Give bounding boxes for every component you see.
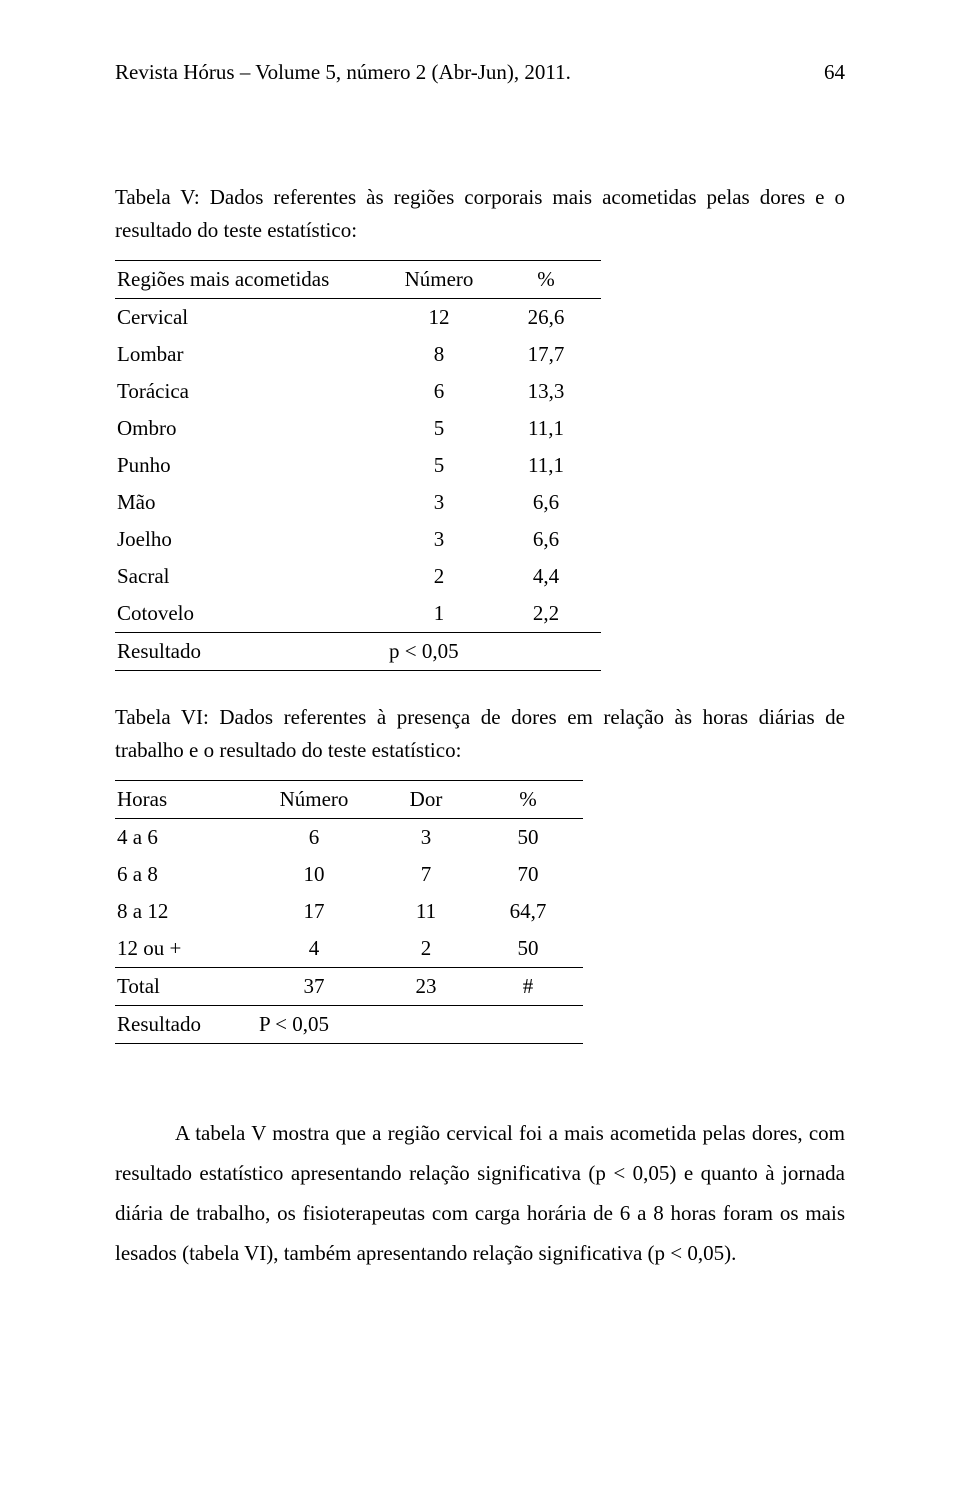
tableV-cell-pct: 6,6 — [499, 484, 601, 521]
tableVI-cell-num: 6 — [257, 819, 379, 857]
tableV-cell-num: 3 — [387, 484, 499, 521]
tableVI-col-hours: Horas — [115, 781, 257, 819]
tableV-cell-num: 5 — [387, 447, 499, 484]
tableV-cell-pct: 2,2 — [499, 595, 601, 633]
tableV-header-row: Regiões mais acometidas Número % — [115, 261, 601, 299]
body-paragraph: A tabela V mostra que a região cervical … — [115, 1114, 845, 1274]
tableV-col-number: Número — [387, 261, 499, 299]
tableV-cell-num: 1 — [387, 595, 499, 633]
tableVI-result-value: P < 0,05 — [257, 1006, 583, 1044]
tableVI-total-row: Total 37 23 # — [115, 968, 583, 1006]
tableV-cell-label: Punho — [115, 447, 387, 484]
tableVI-cell-hours: 6 a 8 — [115, 856, 257, 893]
tableVI-cell-dor: 7 — [379, 856, 481, 893]
tableVI-cell-pct: 50 — [481, 930, 583, 968]
tableVI-cell-num: 4 — [257, 930, 379, 968]
tableV-row: Cotovelo 1 2,2 — [115, 595, 601, 633]
tableVI-row: 8 a 12 17 11 64,7 — [115, 893, 583, 930]
tableV-row: Ombro 5 11,1 — [115, 410, 601, 447]
tableVI-cell-hours: 4 a 6 — [115, 819, 257, 857]
tableV-cell-pct: 4,4 — [499, 558, 601, 595]
tableVI-cell-pct: 70 — [481, 856, 583, 893]
tableV-cell-label: Lombar — [115, 336, 387, 373]
tableVI-row: 12 ou + 4 2 50 — [115, 930, 583, 968]
tableV-row: Lombar 8 17,7 — [115, 336, 601, 373]
tableV-row: Mão 3 6,6 — [115, 484, 601, 521]
tableV-result-value: p < 0,05 — [387, 633, 601, 671]
tableVI-header-row: Horas Número Dor % — [115, 781, 583, 819]
tableVI-total-dor: 23 — [379, 968, 481, 1006]
tableVI-result-label: Resultado — [115, 1006, 257, 1044]
tableVI-cell-dor: 11 — [379, 893, 481, 930]
tableV-col-region: Regiões mais acometidas — [115, 261, 387, 299]
tableVI-total-label: Total — [115, 968, 257, 1006]
tableV-cell-label: Joelho — [115, 521, 387, 558]
tableVI-cell-dor: 2 — [379, 930, 481, 968]
tableV-cell-label: Ombro — [115, 410, 387, 447]
tableVI-caption: Tabela VI: Dados referentes à presença d… — [115, 701, 845, 766]
tableVI-result-row: Resultado P < 0,05 — [115, 1006, 583, 1044]
tableV-cell-num: 2 — [387, 558, 499, 595]
tableV-cell-num: 12 — [387, 299, 499, 337]
page: Revista Hórus – Volume 5, número 2 (Abr-… — [0, 0, 960, 1501]
tableVI-row: 6 a 8 10 7 70 — [115, 856, 583, 893]
tableV-cell-pct: 13,3 — [499, 373, 601, 410]
tableV-cell-num: 3 — [387, 521, 499, 558]
tableVI-total-num: 37 — [257, 968, 379, 1006]
tableVI-col-number: Número — [257, 781, 379, 819]
tableVI-row: 4 a 6 6 3 50 — [115, 819, 583, 857]
tableV-cell-pct: 26,6 — [499, 299, 601, 337]
tableV-cell-label: Mão — [115, 484, 387, 521]
tableV-cell-pct: 6,6 — [499, 521, 601, 558]
tableV-cell-label: Cotovelo — [115, 595, 387, 633]
tableV-result-label: Resultado — [115, 633, 387, 671]
page-number: 64 — [824, 60, 845, 85]
tableVI-cell-num: 10 — [257, 856, 379, 893]
tableVI: Horas Número Dor % 4 a 6 6 3 50 6 a 8 10… — [115, 780, 583, 1044]
tableV-result-row: Resultado p < 0,05 — [115, 633, 601, 671]
tableV-caption: Tabela V: Dados referentes às regiões co… — [115, 181, 845, 246]
tableVI-col-percent: % — [481, 781, 583, 819]
tableV-cell-num: 6 — [387, 373, 499, 410]
tableVI-total-pct: # — [481, 968, 583, 1006]
tableV-cell-pct: 17,7 — [499, 336, 601, 373]
tableV-row: Sacral 2 4,4 — [115, 558, 601, 595]
tableV-cell-label: Torácica — [115, 373, 387, 410]
tableV-cell-pct: 11,1 — [499, 410, 601, 447]
tableV-col-percent: % — [499, 261, 601, 299]
tableV-cell-num: 5 — [387, 410, 499, 447]
tableVI-cell-num: 17 — [257, 893, 379, 930]
running-head: Revista Hórus – Volume 5, número 2 (Abr-… — [115, 60, 845, 85]
tableVI-cell-pct: 50 — [481, 819, 583, 857]
tableVI-cell-dor: 3 — [379, 819, 481, 857]
tableV-row: Punho 5 11,1 — [115, 447, 601, 484]
tableVI-cell-pct: 64,7 — [481, 893, 583, 930]
tableV-cell-label: Sacral — [115, 558, 387, 595]
tableV-cell-num: 8 — [387, 336, 499, 373]
tableVI-cell-hours: 12 ou + — [115, 930, 257, 968]
tableVI-cell-hours: 8 a 12 — [115, 893, 257, 930]
tableV-row: Joelho 3 6,6 — [115, 521, 601, 558]
tableV-row: Cervical 12 26,6 — [115, 299, 601, 337]
tableV-row: Torácica 6 13,3 — [115, 373, 601, 410]
tableVI-col-dor: Dor — [379, 781, 481, 819]
tableV-cell-pct: 11,1 — [499, 447, 601, 484]
tableV-cell-label: Cervical — [115, 299, 387, 337]
tableV: Regiões mais acometidas Número % Cervica… — [115, 260, 601, 671]
